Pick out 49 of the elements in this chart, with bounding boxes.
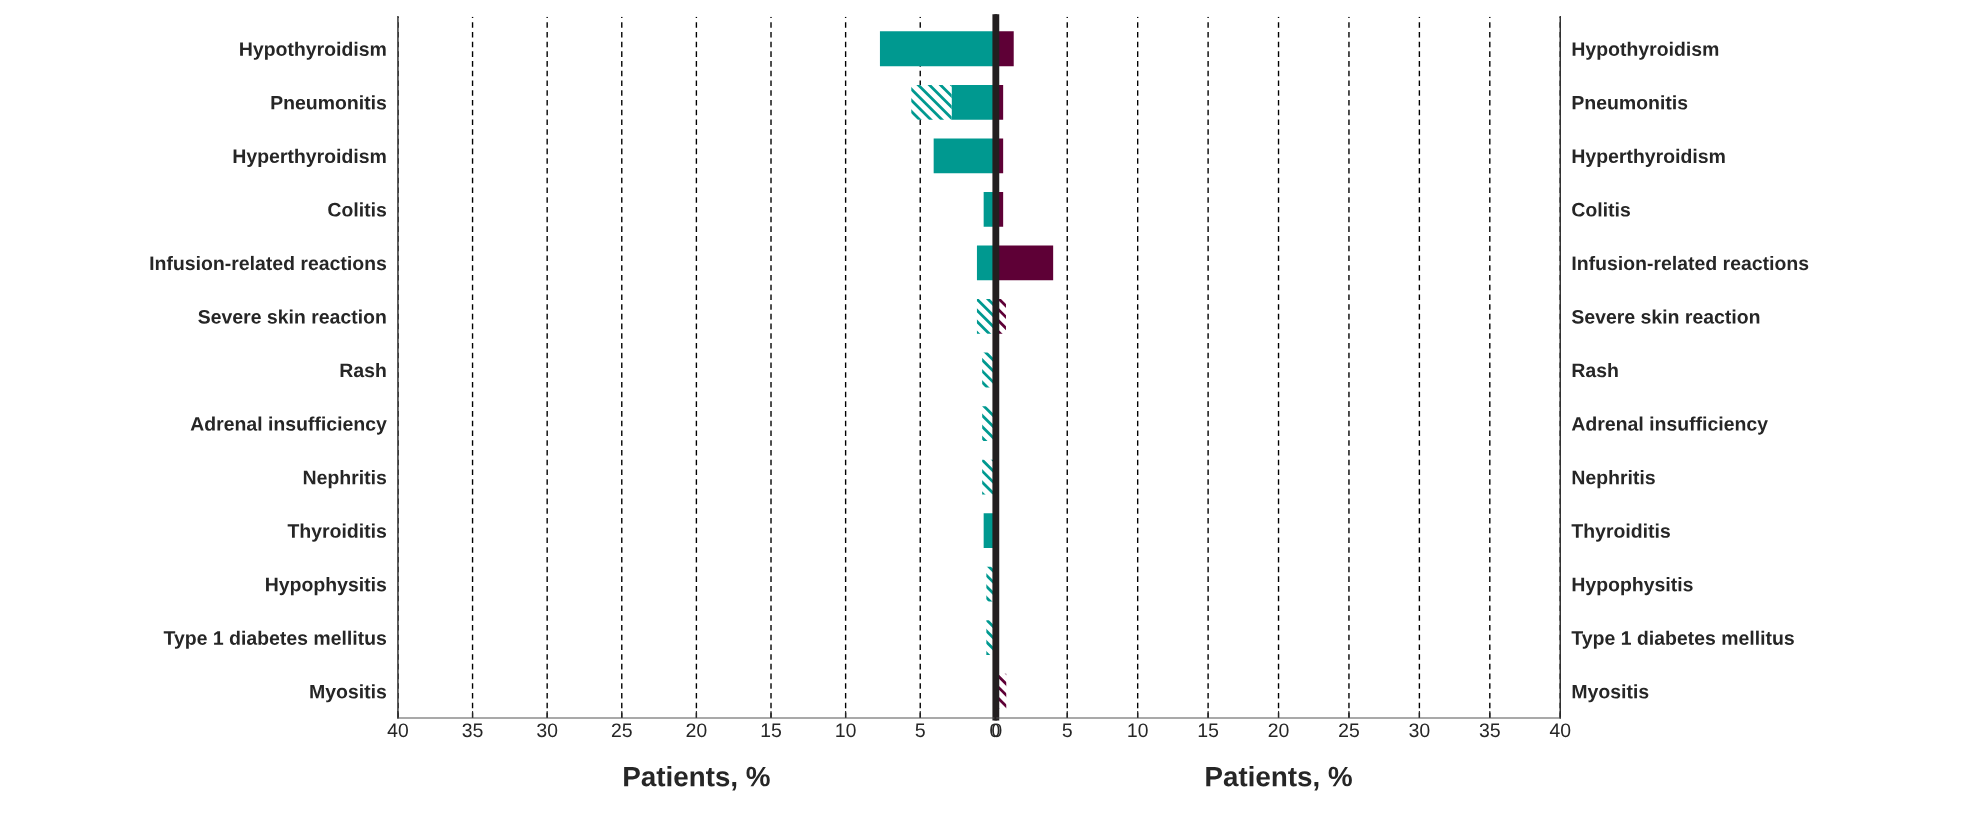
x-tick-label: 25 xyxy=(1339,723,1359,738)
x-tick-label: 5 xyxy=(1062,723,1072,738)
y-tick-label: Type 1 diabetes mellitus xyxy=(163,630,387,649)
y-tick-label: Hyperthyroidism xyxy=(1572,148,1725,167)
bar xyxy=(996,245,1054,281)
y-tick-label: Hyperthyroidism xyxy=(233,148,386,167)
x-tick-label: 10 xyxy=(836,723,856,738)
bar xyxy=(933,138,995,174)
y-tick-label: Adrenal insufficiency xyxy=(190,416,387,435)
x-tick-label: 35 xyxy=(462,723,483,738)
x-tick-label: 10 xyxy=(1128,723,1148,738)
y-tick-label: Hypophysitis xyxy=(266,577,387,596)
y-tick-label: Nephritis xyxy=(303,470,387,489)
x-tick-label: 40 xyxy=(387,723,408,738)
y-tick-label: Nephritis xyxy=(1572,470,1655,489)
x-tick-label: 15 xyxy=(1198,723,1219,738)
y-tick-label: Colitis xyxy=(328,202,387,217)
x-tick-label: 5 xyxy=(915,723,925,738)
y-tick-label: Infusion-related reactions xyxy=(150,255,387,271)
y-tick-label: Thyroiditis xyxy=(287,523,387,542)
y-tick-label: Pneumonitis xyxy=(271,95,387,110)
x-axis-title: Patients, % xyxy=(624,766,770,791)
x-tick-label: 20 xyxy=(1268,723,1289,738)
bar xyxy=(879,31,995,67)
x-axis-title: Patients, % xyxy=(1206,766,1352,791)
x-tick-label: 15 xyxy=(761,723,782,738)
y-tick-label: Pneumonitis xyxy=(1572,95,1688,110)
y-tick-label: Hypophysitis xyxy=(1572,577,1693,596)
x-tick-label: 30 xyxy=(537,723,558,738)
y-tick-label: Type 1 diabetes mellitus xyxy=(1571,630,1794,649)
y-tick-label: Infusion-related reactions xyxy=(1572,255,1809,271)
y-tick-label: Severe skin reaction xyxy=(198,309,386,324)
y-tick-label: Hypothyroidism xyxy=(1572,41,1719,60)
x-tick-label: 35 xyxy=(1479,723,1500,738)
y-tick-label: Hypothyroidism xyxy=(240,41,386,60)
x-tick-label: 40 xyxy=(1549,723,1571,738)
x-tick-label: 20 xyxy=(686,723,707,738)
x-tick-label: 30 xyxy=(1409,723,1430,738)
bar xyxy=(911,84,952,120)
y-tick-label: Myositis xyxy=(1572,684,1649,703)
y-tick-label: Rash xyxy=(1572,362,1618,378)
y-tick-label: Thyroiditis xyxy=(1571,523,1670,542)
y-tick-label: Severe skin reaction xyxy=(1571,309,1760,324)
y-tick-label: Adrenal insufficiency xyxy=(1571,416,1768,435)
x-tick-label: 25 xyxy=(611,723,632,738)
y-tick-label: Myositis xyxy=(310,684,387,703)
y-tick-label: Rash xyxy=(340,362,386,378)
bar xyxy=(951,84,995,120)
y-tick-label: Colitis xyxy=(1572,202,1630,217)
